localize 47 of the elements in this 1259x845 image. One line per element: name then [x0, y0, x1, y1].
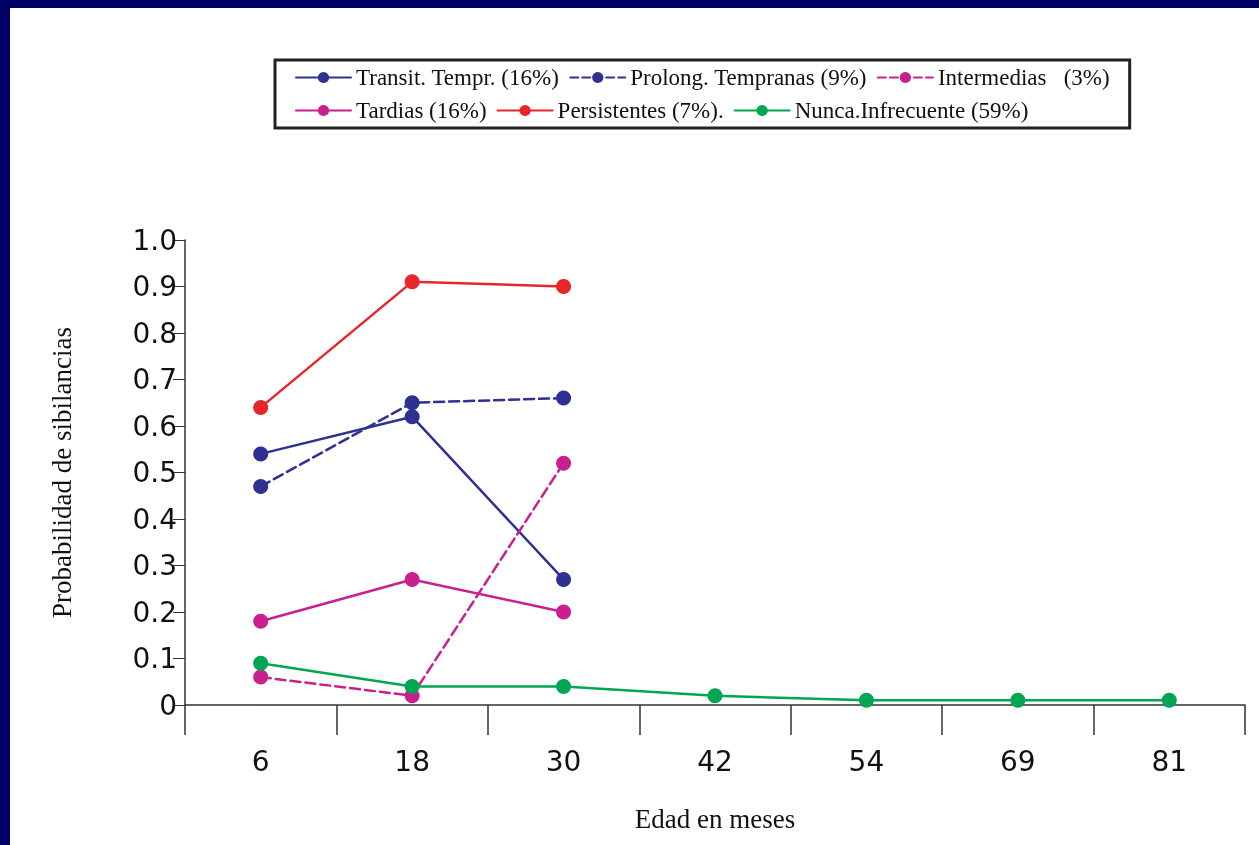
y-tick-label: 0.2 — [132, 595, 177, 629]
y-tick-label: 0.1 — [132, 642, 177, 675]
x-tick-label: 42 — [697, 744, 733, 778]
point — [556, 604, 572, 620]
point — [404, 274, 420, 290]
point — [404, 395, 420, 411]
point — [253, 613, 269, 629]
point — [707, 688, 723, 704]
x-tick-label: 81 — [1151, 744, 1188, 778]
x-axis-title: Edad en meses — [634, 803, 796, 834]
point — [1161, 692, 1177, 708]
x-tick-label: 54 — [848, 744, 885, 778]
y-tick-label: 0.3 — [132, 549, 177, 582]
point — [253, 399, 269, 415]
point — [404, 409, 420, 425]
point — [556, 455, 572, 471]
legend-label: Transit. Tempr. (16%) — [356, 65, 559, 90]
point — [556, 678, 572, 694]
legend-label: Persistentes (7%). — [557, 98, 724, 123]
y-tick-label: 0.9 — [132, 270, 177, 303]
y-tick-label: 0.7 — [132, 363, 177, 396]
point — [404, 571, 420, 587]
y-tick-label: 1.0 — [132, 223, 177, 257]
y-tick-label: 0.5 — [132, 456, 177, 489]
x-tick-label: 6 — [251, 744, 270, 778]
y-tick-label: 0.8 — [132, 316, 177, 350]
point — [253, 669, 269, 685]
legend-label: Intermedias (3%) — [937, 65, 1110, 90]
point — [556, 279, 572, 294]
x-tick-label: 18 — [394, 744, 430, 778]
y-tick-label: 0 — [159, 688, 177, 722]
x-tick-label: 30 — [545, 744, 582, 778]
legend-label: Prolong. Tempranas (9%) — [630, 65, 867, 90]
point — [253, 446, 269, 462]
legend-label: Tardias (16%) — [356, 98, 487, 123]
y-tick-label: 0.6 — [132, 409, 177, 443]
point — [404, 678, 420, 694]
legend-label: Nunca.Infrecuente (59%) — [794, 98, 1029, 123]
point — [1010, 692, 1026, 708]
point — [253, 655, 269, 671]
point — [858, 692, 874, 708]
y-axis-title: Probabilidad de sibilancias — [46, 327, 77, 618]
x-tick-label: 69 — [1000, 744, 1036, 778]
point — [556, 390, 572, 406]
point — [556, 571, 572, 587]
point — [253, 478, 269, 494]
y-tick-label: 0.4 — [132, 502, 177, 536]
